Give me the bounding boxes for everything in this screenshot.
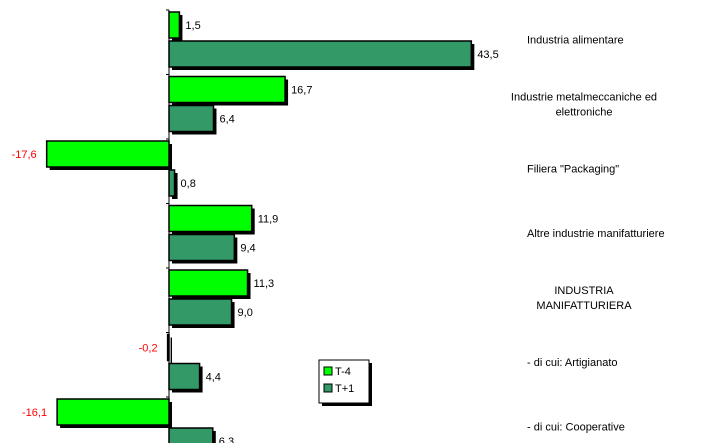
category-label: - di cui: Cooperative xyxy=(527,422,625,434)
value-label: 6,4 xyxy=(219,114,234,126)
category-label: Industria alimentare xyxy=(527,35,624,47)
value-label: 1,5 xyxy=(185,20,200,32)
category-label: elettroniche xyxy=(556,107,613,119)
bar-t1-1 xyxy=(168,104,215,133)
bar-t1-2 xyxy=(168,169,176,197)
category-label: Industrie metalmeccaniche ed xyxy=(511,92,657,104)
value-label: -0,2 xyxy=(139,343,158,355)
value-label: -16,1 xyxy=(22,407,47,419)
value-label: 11,3 xyxy=(254,278,275,290)
bar-shadow xyxy=(170,337,172,364)
value-label: 4,4 xyxy=(206,372,221,384)
bar-t4-6 xyxy=(56,398,170,426)
axis-ticks xyxy=(166,9,169,398)
legend: T-4T+1 xyxy=(318,359,372,406)
bar-t1-0 xyxy=(168,40,473,68)
legend-entry: T+1 xyxy=(335,383,354,395)
bar-t4-4 xyxy=(168,269,249,297)
value-labels-layer: 1,5 43,5 16,7 6,4 -17,6 0,8 11,9 9,4 11,3 9,0 -0,2… xyxy=(12,20,499,443)
bar-t1-6 xyxy=(168,427,214,443)
value-label: -17,6 xyxy=(12,149,37,161)
bars-layer xyxy=(45,11,475,443)
value-label: 16,7 xyxy=(291,85,312,97)
category-label: Filiera "Packaging" xyxy=(527,164,619,176)
category-labels-layer: Industria alimentare Industrie metalmecca… xyxy=(511,35,665,434)
bar-t4-1 xyxy=(168,75,286,104)
category-label: INDUSTRIA xyxy=(554,285,614,297)
bar-t4-0 xyxy=(168,11,181,39)
legend-swatch xyxy=(323,366,333,376)
category-label: MANIFATTURIERA xyxy=(536,300,632,312)
value-label: 43,5 xyxy=(477,49,498,61)
value-label: 9,4 xyxy=(240,243,255,255)
bar-t4-2 xyxy=(45,140,170,168)
value-label: 6,3 xyxy=(219,436,234,443)
value-label: 9,0 xyxy=(238,307,253,319)
value-label: 11,9 xyxy=(258,214,279,226)
legend-swatch xyxy=(323,383,333,393)
bar-t1-4 xyxy=(168,298,233,326)
value-label: 0,8 xyxy=(181,178,196,190)
category-label: - di cui: Artigianato xyxy=(527,357,618,369)
bar-t1-5 xyxy=(168,362,201,391)
bar-t4-3 xyxy=(168,204,253,233)
category-label: Altre industrie manifatturiere xyxy=(527,228,665,240)
legend-entry: T-4 xyxy=(335,366,351,378)
bar-t1-3 xyxy=(168,233,236,262)
